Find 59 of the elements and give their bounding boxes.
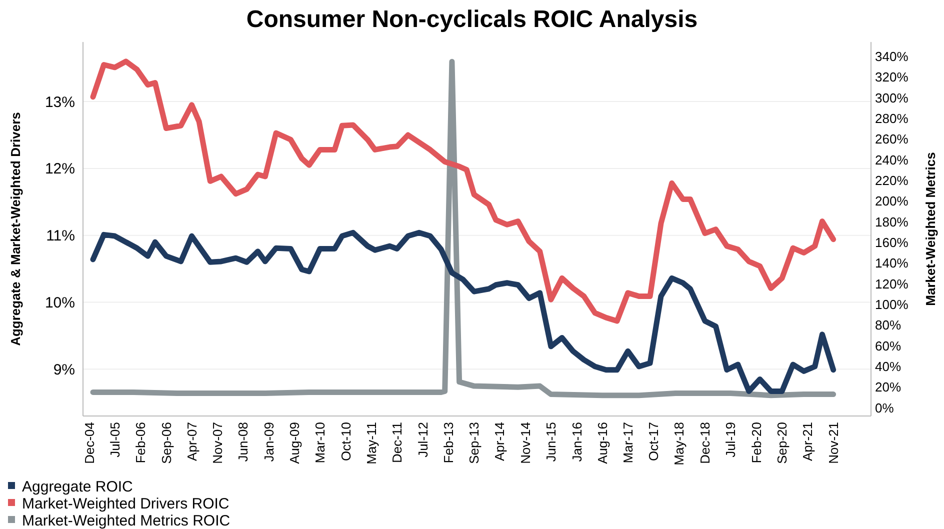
y-axis-title: Aggregate & Market-Weighted Drivers [8,112,23,346]
y-tick-label: 9% [53,361,75,378]
x-tick-label: May-11 [364,422,379,464]
y2-tick-label: 280% [875,111,909,126]
y2-tick-label: 260% [875,132,909,147]
chart-title: Consumer Non-cyclicals ROIC Analysis [246,6,698,33]
y2-axis-title: Market-Weighted Metrics [923,152,938,306]
y2-tick-label: 140% [875,256,909,271]
x-tick-label: Nov-14 [518,422,533,464]
x-tick-label: Apr-07 [184,422,200,462]
x-tick-label: Dec-11 [390,422,405,463]
x-tick-label: Jul-05 [107,422,122,458]
y2-tick-label: 340% [875,49,909,64]
x-tick-label: Jun-08 [236,422,251,462]
x-tick-label: May-18 [672,422,687,466]
legend-label: Market-Weighted Metrics ROIC [22,512,230,529]
x-tick-label: Mar-10 [312,422,328,464]
y2-tick-label: 300% [875,90,909,106]
x-tick-label: Feb-13 [441,422,456,464]
y2-tick-label: 120% [875,276,909,292]
x-tick-label: Jan-16 [569,422,584,462]
x-tick-label: Jul-19 [723,422,738,458]
y2-tick-label: 320% [875,70,909,85]
y2-tick-label: 160% [875,234,909,250]
x-tick-label: Sep-13 [466,422,482,464]
x-tick-label: Apr-21 [800,422,816,462]
legend-label: Aggregate ROIC [22,478,134,496]
x-tick-label: Oct-10 [338,422,354,462]
y2-tick-label: 220% [875,172,909,188]
x-tick-label: Jun-15 [543,422,558,462]
x-tick-label: Oct-17 [646,422,662,462]
x-tick-label: Sep-06 [158,422,174,464]
x-tick-label: Nov-21 [826,422,841,464]
x-tick-label: Nov-07 [210,422,226,464]
x-tick-label: Dec-18 [697,422,712,464]
x-tick-label: Aug-16 [594,422,610,464]
x-tick-label: Feb-20 [748,422,764,464]
y2-tick-label: 60% [875,338,902,354]
y2-tick-label: 0% [875,400,894,416]
x-tick-label: Aug-09 [287,422,302,464]
x-tick-label: Sep-20 [774,422,790,464]
y2-tick-label: 180% [875,214,909,230]
x-tick-label: Jan-09 [261,422,276,462]
y-tick-label: 13% [44,94,75,111]
x-tick-label: Apr-14 [492,422,508,462]
x-tick-label: Jul-12 [415,422,430,458]
y-tick-label: 11% [46,228,75,245]
y2-tick-label: 40% [875,358,902,374]
y2-tick-label: 20% [875,380,902,395]
y-tick-label: 12% [44,160,75,178]
y2-tick-label: 240% [875,152,909,168]
x-tick-label: Mar-17 [620,422,636,464]
y2-tick-label: 200% [875,194,909,209]
y2-tick-label: 100% [875,296,909,312]
legend-label: Market-Weighted Drivers ROIC [22,495,230,512]
y2-tick-label: 80% [875,318,902,333]
x-tick-label: Feb-06 [133,422,148,464]
x-tick-label: Dec-04 [82,422,97,464]
y-tick-label: 10% [44,294,75,312]
